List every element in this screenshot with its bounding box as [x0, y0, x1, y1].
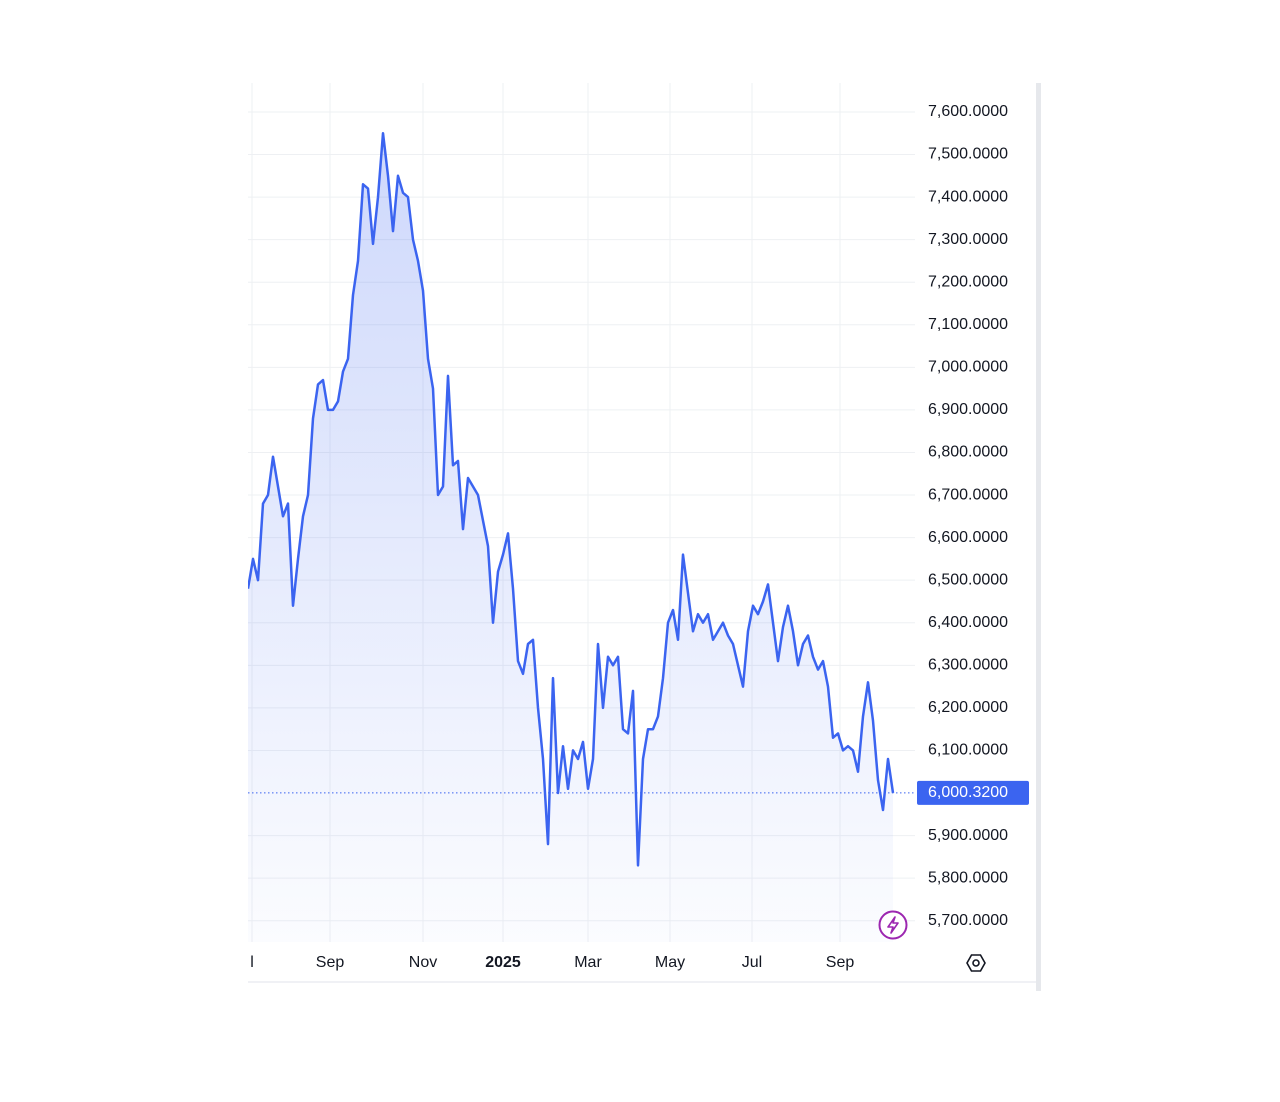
y-tick-label: 7,500.0000 [928, 146, 1008, 163]
y-tick-label: 6,200.0000 [928, 699, 1008, 716]
lightning-icon[interactable] [878, 910, 908, 940]
settings-center [972, 959, 980, 967]
y-tick-label: 7,600.0000 [928, 103, 1008, 120]
plot [248, 131, 915, 942]
x-tick-label: l [250, 954, 254, 971]
y-tick-label: 7,300.0000 [928, 231, 1008, 248]
settings-icon[interactable] [966, 954, 986, 972]
y-tick-label: 7,000.0000 [928, 359, 1008, 376]
y-tick-label: 5,900.0000 [928, 827, 1008, 844]
y-tick-label: 5,700.0000 [928, 912, 1008, 929]
last-price-label: 6,000.3200 [928, 784, 1008, 801]
y-tick-label: 6,300.0000 [928, 657, 1008, 674]
price-line [248, 131, 895, 867]
lightning-circle [878, 910, 908, 940]
x-tick-label: May [655, 954, 685, 971]
x-tick-label: Jul [742, 954, 762, 971]
y-tick-label: 6,900.0000 [928, 401, 1008, 418]
scrollbar [1036, 83, 1041, 991]
y-tick-label: 7,100.0000 [928, 316, 1008, 333]
y-tick-label: 6,500.0000 [928, 571, 1008, 588]
y-tick-label: 6,600.0000 [928, 529, 1008, 546]
area-fill [248, 133, 893, 942]
x-tick-label: Mar [574, 954, 602, 971]
y-tick-label: 5,800.0000 [928, 869, 1008, 886]
last-price-badge [917, 780, 1029, 805]
axes: 5,700.0000 5,800.0000 5,900.0000 6,100.0000… [250, 103, 1029, 971]
y-tick-label: 6,700.0000 [928, 486, 1008, 503]
x-tick-label: 2025 [485, 954, 521, 971]
y-tick-label: 6,800.0000 [928, 444, 1008, 461]
x-tick-label: Nov [409, 954, 437, 971]
x-tick-label: Sep [316, 954, 345, 971]
x-tick-label: Sep [826, 954, 855, 971]
y-tick-label: 7,400.0000 [928, 188, 1008, 205]
y-tick-label: 7,200.0000 [928, 273, 1008, 290]
y-tick-label: 6,400.0000 [928, 614, 1008, 631]
y-tick-label: 6,100.0000 [928, 742, 1008, 759]
lightning-bolt [887, 916, 899, 934]
settings-hexagon [966, 954, 986, 972]
